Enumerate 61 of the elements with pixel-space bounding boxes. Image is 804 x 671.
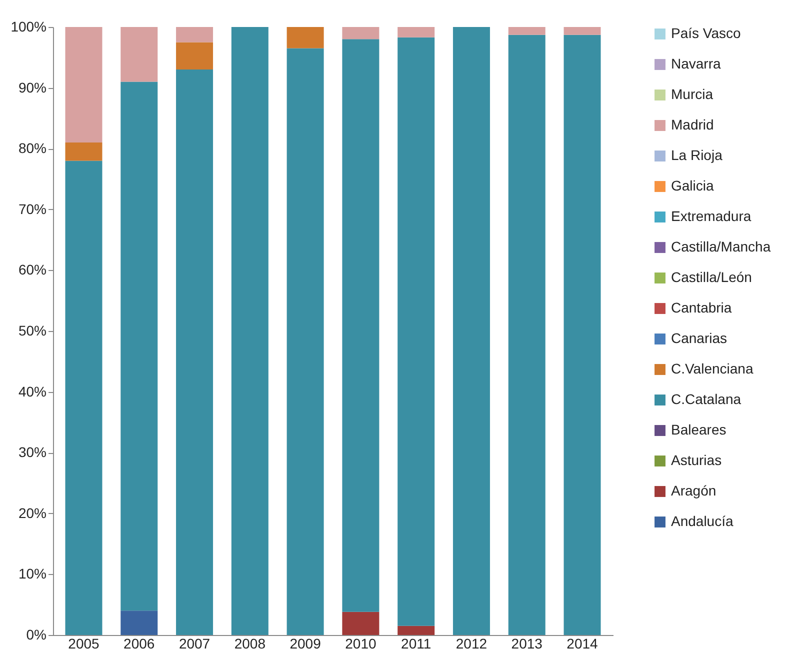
legend-label: Murcia (671, 86, 714, 102)
y-tick-label: 20% (18, 504, 46, 521)
legend-label: Baleares (671, 422, 726, 438)
y-tick-label: 60% (18, 262, 46, 278)
x-tick-label: 2014 (566, 636, 598, 652)
legend-label: C.Valenciana (671, 360, 754, 376)
bar (120, 610, 158, 635)
legend-label: Navarra (671, 56, 722, 72)
legend-label: Andalucía (671, 513, 734, 529)
x-tick-label: 2006 (124, 636, 155, 652)
legend-label: Galicia (671, 178, 714, 194)
x-tick-label: 2007 (178, 636, 210, 652)
y-tick-label: 70% (18, 200, 46, 217)
legend-label: C.Catalana (671, 391, 742, 407)
legend-label: La Rioja (671, 147, 723, 163)
bar (508, 27, 546, 35)
bar (120, 27, 158, 82)
x-tick-label: 2009 (290, 636, 322, 652)
bar (452, 27, 490, 635)
bar (398, 626, 435, 635)
bar (286, 48, 324, 635)
x-tick-label: 2013 (511, 636, 543, 652)
bar (120, 82, 158, 611)
bar (231, 27, 268, 635)
y-tick-label: 10% (18, 566, 46, 582)
y-tick-label: 100% (10, 18, 46, 34)
bar (398, 27, 435, 38)
bar (564, 34, 601, 635)
x-tick-label: 2011 (401, 636, 432, 652)
bar (176, 42, 214, 70)
y-tick-label: 90% (18, 79, 46, 96)
legend-label: Cantabria (671, 300, 732, 316)
y-tick-label: 50% (18, 322, 46, 338)
x-tick-label: 2008 (234, 636, 266, 652)
bar (286, 27, 324, 48)
y-tick-label: 40% (18, 383, 46, 400)
bar (176, 27, 214, 42)
legend-label: Aragón (671, 482, 716, 498)
legend-label: País Vasco (671, 25, 741, 41)
bar (65, 27, 102, 143)
x-tick-label: 2012 (456, 636, 488, 652)
y-tick-label: 0% (26, 626, 46, 642)
legend-label: Madrid (671, 116, 714, 132)
bar (342, 612, 380, 635)
legend-label: Asturias (671, 452, 722, 468)
legend-label: Castilla/León (671, 269, 752, 285)
bar (398, 37, 435, 626)
legend-label: Extremadura (671, 208, 752, 224)
legend-label: Castilla/Mancha (671, 238, 771, 254)
bar (342, 27, 380, 40)
y-tick-label: 30% (18, 444, 46, 460)
bar (65, 142, 102, 161)
x-tick-label: 2010 (345, 636, 376, 652)
bar (342, 39, 380, 612)
bar (176, 70, 214, 635)
legend-label: Canarias (671, 330, 728, 346)
x-tick-label: 2005 (68, 636, 100, 652)
bar (65, 160, 102, 635)
y-tick-label: 80% (18, 140, 46, 156)
bar (564, 27, 601, 35)
bar (508, 34, 546, 635)
